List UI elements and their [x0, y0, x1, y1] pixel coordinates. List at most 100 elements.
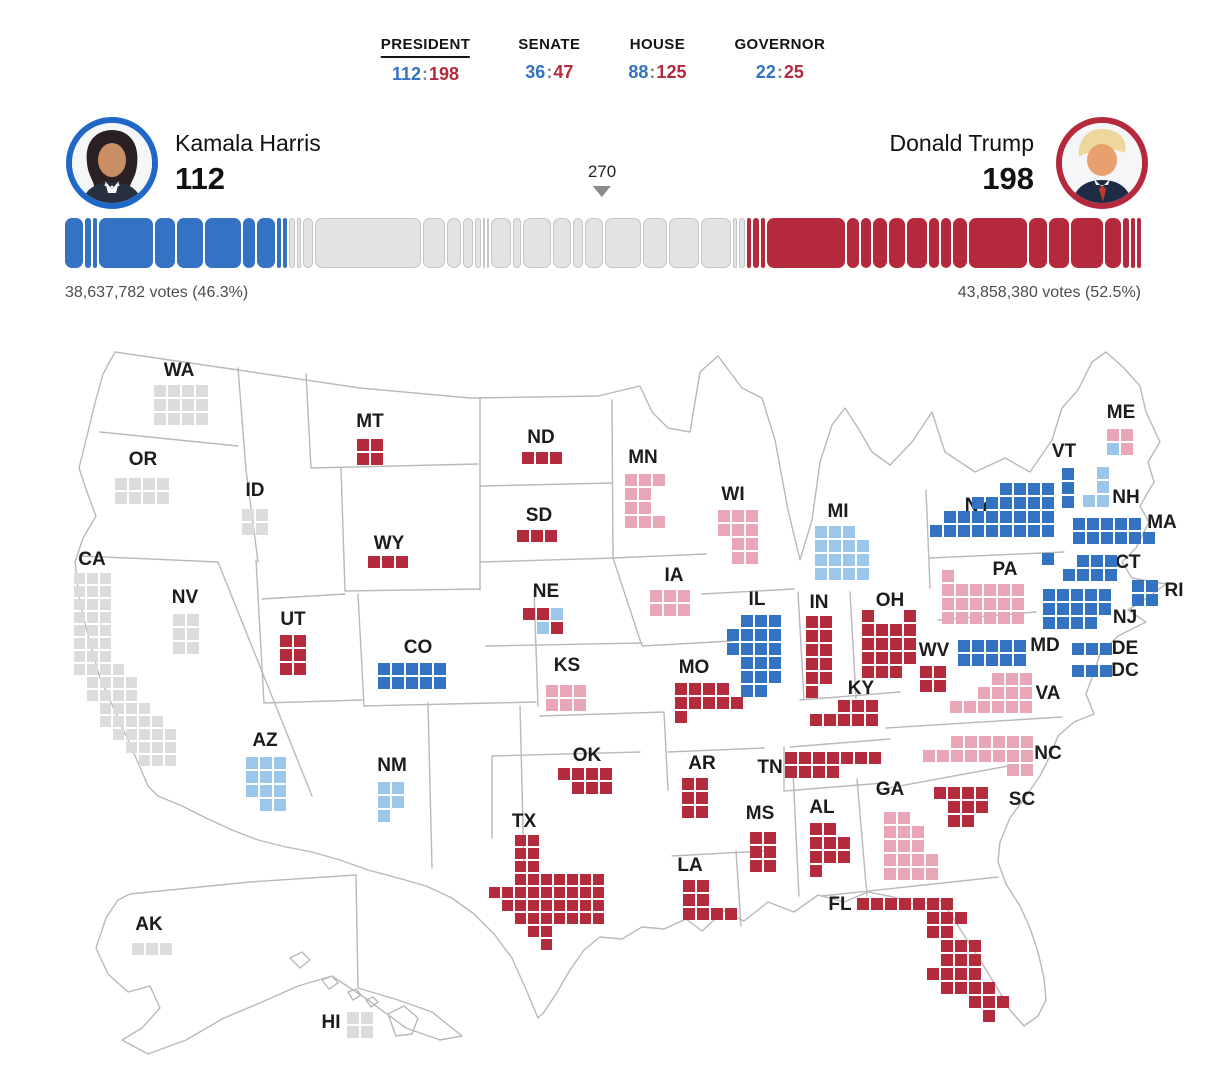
ev-square	[978, 701, 990, 713]
ev-square	[755, 629, 767, 641]
ev-square	[769, 643, 781, 655]
ev-square	[1146, 580, 1158, 592]
ev-square	[392, 796, 404, 808]
ev-square	[522, 452, 534, 464]
ev-square	[956, 584, 968, 596]
ev-square	[962, 801, 974, 813]
ev-bar-segment-dem	[205, 218, 241, 268]
ev-square	[941, 968, 953, 980]
ev-bar-segment-uncalled	[733, 218, 737, 268]
ev-square	[187, 614, 199, 626]
ev-square	[100, 690, 111, 701]
ev-square	[696, 792, 708, 804]
ev-square	[764, 860, 776, 872]
ev-square	[515, 887, 526, 898]
ev-square	[937, 750, 949, 762]
ev-square	[941, 982, 953, 994]
ev-square	[711, 908, 723, 920]
ev-square	[143, 478, 155, 490]
ev-square	[746, 524, 758, 536]
ev-square	[242, 509, 254, 521]
ev-square	[528, 887, 539, 898]
ev-square	[1014, 525, 1026, 537]
ev-square	[132, 943, 144, 955]
ev-square	[885, 898, 897, 910]
ev-square	[920, 666, 932, 678]
ev-square	[1099, 603, 1111, 615]
ev-square	[113, 703, 124, 714]
tab-president[interactable]: PRESIDENT 112:198	[380, 36, 471, 85]
ev-bar-segment-uncalled	[523, 218, 551, 268]
ev-square	[567, 887, 578, 898]
ev-square	[406, 677, 418, 689]
ev-square	[1100, 643, 1112, 655]
ev-square	[682, 806, 694, 818]
state-label-il: IL	[748, 589, 766, 610]
electoral-vote-bar[interactable]	[65, 218, 1145, 268]
ev-square	[1000, 483, 1012, 495]
ev-square	[664, 590, 676, 602]
ev-bar-segment-dem	[93, 218, 97, 268]
ev-square	[869, 752, 881, 764]
ev-square	[1107, 429, 1119, 441]
ev-square	[993, 736, 1005, 748]
ev-square	[820, 616, 832, 628]
ev-square	[168, 385, 180, 397]
ev-square	[274, 799, 286, 811]
ev-square	[182, 413, 194, 425]
ev-square	[115, 492, 127, 504]
ev-square	[87, 625, 98, 636]
ev-square	[152, 755, 163, 766]
ev-square	[862, 638, 874, 650]
ev-square	[639, 516, 651, 528]
tab-counts: 112:198	[391, 64, 460, 84]
ev-square	[1007, 764, 1019, 776]
ev-square	[1085, 603, 1097, 615]
ev-square	[554, 887, 565, 898]
tab-senate[interactable]: SENATE 36:47	[518, 36, 580, 85]
ev-square	[927, 926, 939, 938]
tab-house[interactable]: HOUSE 88:125	[628, 36, 686, 85]
ev-square	[1146, 594, 1158, 606]
state-label-mt: MT	[356, 411, 384, 432]
ev-square	[1105, 555, 1117, 567]
ev-square	[87, 690, 98, 701]
ev-square	[580, 874, 591, 885]
ev-square	[357, 439, 369, 451]
ev-square	[923, 750, 935, 762]
ev-square	[139, 742, 150, 753]
ev-square	[551, 608, 563, 620]
tab-governor[interactable]: GOVERNOR 22:25	[734, 36, 825, 85]
state-label-vt: VT	[1051, 441, 1077, 462]
ev-square	[871, 898, 883, 910]
state-label-md: MD	[1030, 635, 1060, 656]
ev-square	[593, 900, 604, 911]
ev-square	[528, 900, 539, 911]
ev-square	[580, 887, 591, 898]
ev-square	[697, 894, 709, 906]
ev-square	[810, 865, 822, 877]
ev-square	[683, 894, 695, 906]
state-label-ut: UT	[280, 609, 306, 630]
state-label-az: AZ	[252, 730, 278, 751]
ev-square	[718, 510, 730, 522]
ev-square	[942, 612, 954, 624]
ev-square	[554, 874, 565, 885]
ev-square	[1042, 497, 1054, 509]
ev-square	[955, 954, 967, 966]
ev-square	[942, 570, 954, 582]
ev-square	[829, 568, 841, 580]
ev-bar-segment-uncalled	[423, 218, 445, 268]
ev-square	[74, 664, 85, 675]
ev-square	[541, 874, 552, 885]
ev-square	[515, 835, 526, 846]
ev-square	[926, 854, 938, 866]
ev-square	[815, 568, 827, 580]
state-label-tn: TN	[757, 757, 783, 778]
ev-square	[898, 854, 910, 866]
ev-square	[87, 651, 98, 662]
ev-square	[1006, 701, 1018, 713]
ev-square	[653, 474, 665, 486]
ev-square	[857, 568, 869, 580]
ev-bar-segment-uncalled	[513, 218, 521, 268]
